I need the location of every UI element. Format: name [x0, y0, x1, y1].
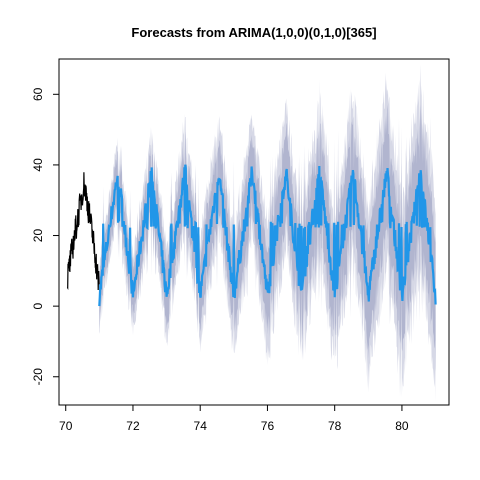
history-line [67, 172, 99, 290]
prediction-intervals [99, 64, 435, 402]
y-tick-label: 60 [31, 87, 45, 101]
x-tick-label: 80 [395, 419, 409, 433]
y-tick-label: 0 [31, 302, 45, 309]
y-tick-label: 20 [31, 229, 45, 243]
x-tick-label: 78 [328, 419, 342, 433]
y-tick-label: 40 [31, 158, 45, 172]
x-tick-label: 70 [59, 419, 73, 433]
x-tick-label: 74 [194, 419, 208, 433]
y-axis: -20 0 20 40 60 [31, 87, 59, 385]
x-tick-label: 76 [261, 419, 275, 433]
x-tick-label: 72 [126, 419, 140, 433]
y-tick-label: -20 [31, 368, 45, 386]
x-axis: 70 72 74 76 78 80 [59, 405, 409, 433]
chart-title: Forecasts from ARIMA(1,0,0)(0,1,0)[365] [131, 25, 376, 40]
history-series [67, 172, 99, 290]
